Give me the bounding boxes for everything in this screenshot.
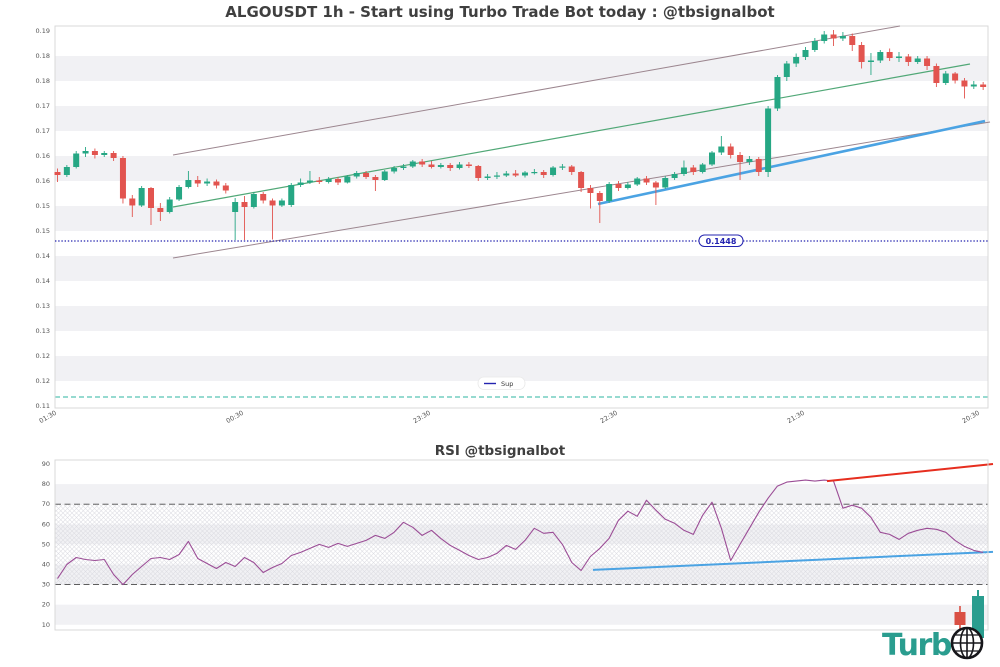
svg-text:0.16: 0.16: [36, 177, 50, 185]
svg-text:50: 50: [42, 540, 50, 548]
svg-text:0.1448: 0.1448: [706, 237, 737, 246]
svg-text:0.14: 0.14: [36, 252, 50, 260]
turbo-logo: Turb: [878, 590, 1000, 667]
svg-text:0.12: 0.12: [36, 352, 50, 360]
svg-text:0.11: 0.11: [36, 402, 50, 410]
svg-text:70: 70: [42, 500, 50, 508]
svg-text:0.13: 0.13: [36, 327, 50, 335]
svg-text:0.14: 0.14: [36, 277, 50, 285]
svg-text:0.17: 0.17: [36, 102, 50, 110]
svg-text:0.13: 0.13: [36, 302, 50, 310]
svg-text:Sup: Sup: [501, 380, 513, 388]
svg-text:10: 10: [42, 621, 50, 629]
svg-text:0.19: 0.19: [36, 27, 50, 35]
svg-text:0.15: 0.15: [36, 227, 50, 235]
candlestick-chart: 0.1448 Sup 0.19 0.18 0.18 0.17 0.17 0.16 0.16 0.1…: [36, 25, 991, 425]
svg-text:20: 20: [42, 601, 50, 609]
svg-text:90: 90: [42, 460, 50, 468]
svg-text:0.12: 0.12: [36, 377, 50, 385]
svg-text:30: 30: [42, 581, 50, 589]
globe-icon: [950, 626, 984, 660]
turbo-logo-graphic: Turb: [882, 590, 984, 663]
main-chart-title: ALGOUSDT 1h - Start using Turbo Trade Bo…: [225, 3, 775, 21]
svg-text:0.17: 0.17: [36, 127, 50, 135]
svg-text:0.18: 0.18: [36, 52, 50, 60]
svg-text:80: 80: [42, 480, 50, 488]
logo-text: Turb: [882, 628, 952, 663]
rsi-chart-title: RSI @tbsignalbot: [434, 443, 566, 459]
svg-text:60: 60: [42, 520, 50, 528]
svg-text:0.15: 0.15: [36, 202, 50, 210]
svg-text:40: 40: [42, 561, 50, 569]
svg-text:0.16: 0.16: [36, 152, 50, 160]
svg-text:0.18: 0.18: [36, 77, 50, 85]
